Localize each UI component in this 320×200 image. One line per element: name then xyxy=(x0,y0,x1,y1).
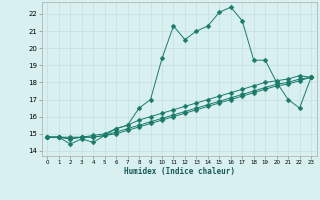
X-axis label: Humidex (Indice chaleur): Humidex (Indice chaleur) xyxy=(124,167,235,176)
